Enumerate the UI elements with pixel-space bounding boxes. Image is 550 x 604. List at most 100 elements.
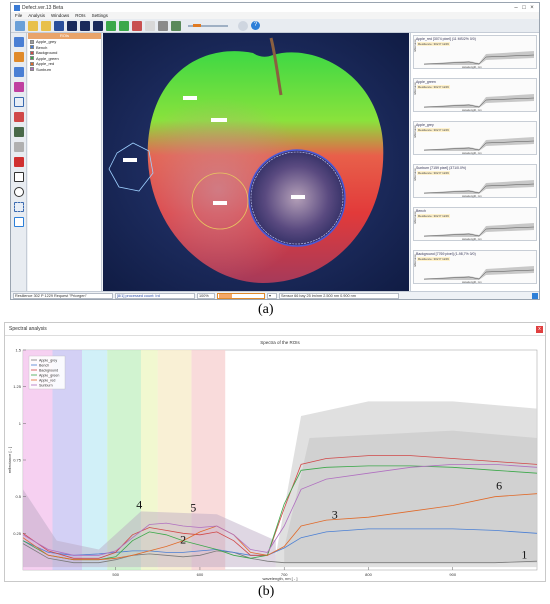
series-line (22, 465, 538, 561)
roi-spectrum-card[interactable]: Sunburn [7159 pixel] (371/0.0%) Resilienc… (413, 164, 537, 198)
roi-list-item[interactable]: Apple_red (28, 61, 101, 67)
legend-box (28, 355, 66, 390)
roi-list-item[interactable]: Background (28, 50, 101, 56)
image-view-icon[interactable] (80, 20, 90, 31)
mini-spectrum-xlabel: wavelength, nm (462, 108, 482, 112)
zoom-slider-handle[interactable] (193, 24, 201, 27)
grid-icon[interactable] (158, 20, 168, 31)
spectral-analysis-titlebar: Spectral analysis x (5, 323, 545, 336)
menu-windows[interactable]: Windows (51, 13, 70, 18)
roi-spectrum-card[interactable]: Apple_red [3074 pixel] (11 MS/2% 0/0) Res… (413, 35, 537, 69)
roi-spectrum-card[interactable]: Bench Resilience: 302 P 1229 wavelength, n… (413, 207, 537, 241)
close-icon[interactable]: x (536, 325, 543, 333)
x-tick-label: 800 (365, 572, 372, 577)
x-tick-label: 500 (112, 572, 119, 577)
roi-color-swatch (30, 61, 34, 66)
image-view-icon[interactable] (93, 20, 103, 31)
roi-spectrum-tag: Resilience: 302 P 1229 (417, 171, 450, 175)
roi-list-header: ROIs (28, 33, 101, 39)
chart-icon[interactable] (132, 20, 142, 31)
polygon-tool-icon[interactable] (14, 217, 24, 227)
roi-label: Background (36, 50, 58, 56)
people-icon[interactable] (171, 20, 181, 31)
shapes-icon[interactable] (14, 82, 24, 92)
transfer-icon[interactable] (14, 112, 24, 122)
mini-spectrum-line (424, 54, 534, 65)
help-icon[interactable]: ? (251, 21, 260, 30)
mini-spectrum-band (424, 51, 534, 65)
leaf-icon[interactable] (106, 20, 116, 31)
clipboard-icon[interactable] (14, 127, 24, 137)
mini-spectrum-ylabel: reflectance (414, 125, 417, 138)
glasses-icon[interactable] (14, 97, 24, 107)
plot-title: Spectra of the ROIs (260, 340, 300, 345)
zoom-slider[interactable] (188, 24, 228, 27)
dropdown-arrow-icon[interactable]: ▾ (267, 293, 277, 299)
save-icon[interactable] (54, 20, 64, 31)
roi-spectrum-title: Apple_green (416, 80, 436, 84)
caption-a: (a) (258, 302, 274, 317)
clock-icon[interactable] (238, 20, 248, 31)
y-tick-label: 1.5 (15, 348, 21, 353)
roi-list-item[interactable]: Sunburn (28, 67, 101, 73)
window-title: Defect.ver.13 Beta (22, 4, 64, 11)
document-icon[interactable] (145, 20, 155, 31)
new-file-icon[interactable] (15, 20, 25, 31)
roi-spectrum-card[interactable]: Apple_grey Resilience: 302 P 1229 waveleng… (413, 121, 537, 155)
leaf-icon[interactable] (119, 20, 129, 31)
roi-spectrum-tag: Resilience: 302 P 1229 (417, 42, 450, 46)
status-field-3: 100% (197, 293, 215, 299)
mini-spectrum-xlabel: wavelength, nm (462, 65, 482, 69)
mini-spectrum-ylabel: reflectance (414, 254, 417, 267)
tree-icon[interactable] (14, 52, 24, 62)
roi-spectrum-card[interactable]: Apple_green Resilience: 302 P 1229 wavelen… (413, 78, 537, 112)
roi-spectrum-title: Apple_red [3074 pixel] (11 MS/2% 0/0) (416, 37, 476, 41)
mini-spectrum-band (424, 180, 534, 194)
menu-rois[interactable]: ROIs (75, 13, 86, 18)
x-axis-label: wavelength, nm [ - ] (263, 576, 298, 581)
apple-image (103, 33, 409, 291)
hyperspectral-image-view[interactable] (103, 33, 409, 291)
roi-spectrum-card[interactable]: Background [7769 pixel] (1-98,7% 0/0) Res… (413, 250, 537, 284)
minimize-icon[interactable]: – (514, 4, 518, 11)
close-icon[interactable]: × (530, 4, 534, 11)
trash-icon[interactable] (14, 142, 24, 152)
layers-icon[interactable] (14, 37, 24, 47)
mini-spectrum-xlabel: wavelength, nm (462, 194, 482, 198)
menu-settings[interactable]: Settings (91, 13, 108, 18)
curve-number-label: 1 (521, 547, 527, 561)
wavelength-band (81, 350, 108, 570)
mini-spectrum-line (424, 269, 534, 280)
polyline-tool-icon[interactable] (14, 202, 24, 212)
roi-list-item[interactable]: Apple_grey (28, 39, 101, 45)
ellipse-tool-icon[interactable] (14, 187, 24, 197)
roi-spectrum-tag: Resilience: 302 P 1229 (417, 128, 450, 132)
roi-color-swatch (30, 67, 34, 72)
legend-entry: Bench (39, 364, 49, 368)
mini-spectrum-xlabel: wavelength, nm (462, 280, 482, 284)
spectra-panel: Apple_red [3074 pixel] (11 MS/2% 0/0) Res… (410, 33, 539, 291)
menu-file[interactable]: File (15, 13, 23, 18)
status-field-2: [8/1] processed count: Ird (115, 293, 195, 299)
menu-analysis[interactable]: Analysis (28, 13, 46, 18)
open-folder-icon[interactable] (28, 20, 38, 31)
progress-field (217, 293, 265, 299)
y-tick-label: 1.25 (13, 384, 22, 389)
roi-list-item[interactable]: Apple_green (28, 56, 101, 62)
roi-spectrum-tag: Resilience: 302 P 1229 (417, 214, 450, 218)
image-view-icon[interactable] (67, 20, 77, 31)
roi-label: Apple_red (36, 61, 55, 67)
x-tick-label: 700 (281, 572, 288, 577)
spectra-chart: Spectra of the ROIs 0.25 0.5 0.75 1 1.25 1.5 50… (7, 340, 538, 581)
y-tick-label: 0.5 (15, 494, 21, 499)
rectangle-tool-icon[interactable] (14, 172, 24, 182)
open-folder-icon[interactable] (41, 20, 51, 31)
roi-list-item[interactable]: Bench (28, 45, 101, 51)
roi-mini-spectrum (424, 51, 534, 65)
roi-mini-spectrum (424, 266, 534, 280)
menu-bar: File Analysis Windows ROIs Settings (11, 12, 539, 19)
pin-icon[interactable] (14, 157, 24, 167)
table-icon[interactable] (14, 67, 24, 77)
mini-spectrum-band (424, 223, 534, 237)
maximize-icon[interactable]: □ (522, 4, 526, 11)
